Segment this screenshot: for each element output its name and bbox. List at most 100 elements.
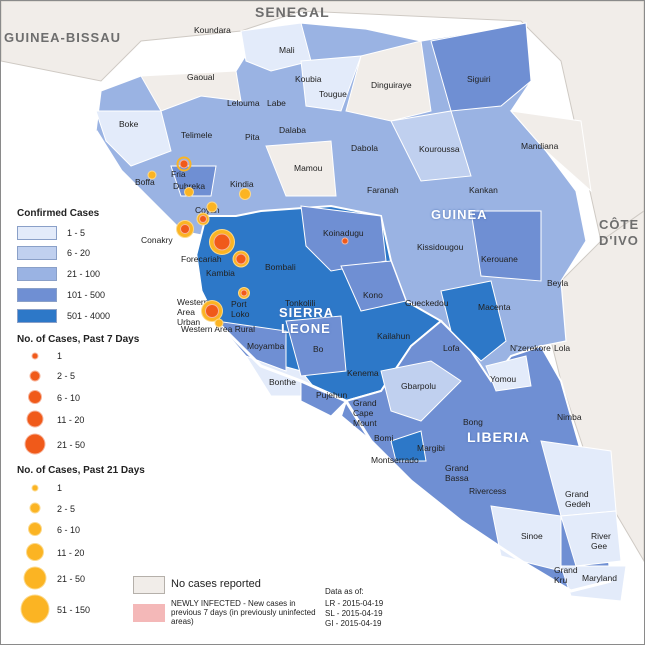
coastline <box>94 130 612 593</box>
legend-label: 1 <box>57 351 63 361</box>
legend-label: 21 - 100 <box>67 269 101 279</box>
legend-label: 11 - 20 <box>57 548 85 558</box>
district-label: Moyamba <box>247 341 285 351</box>
district-label: Western Area Rural <box>181 324 256 334</box>
country-label-senegal: SENEGAL <box>255 4 330 20</box>
region-montserrado <box>390 430 427 462</box>
district-label: Siguiri <box>467 74 491 84</box>
district-label: Bong <box>463 417 483 427</box>
region-mandiana <box>509 110 592 193</box>
district-label: Port Loko <box>231 299 250 319</box>
district-label: Gbarpolu <box>401 381 436 391</box>
data-as-of-line: GI - 2015-04-19 <box>325 619 382 628</box>
legend-label: 51 - 150 <box>57 605 91 615</box>
district-label: Kindia <box>230 179 254 189</box>
region-river-gee <box>560 510 622 567</box>
legend-label: 101 - 500 <box>67 290 106 300</box>
region-mamou <box>265 140 337 197</box>
region-yomou <box>485 355 532 392</box>
district-label: Faranah <box>367 185 399 195</box>
region-kouroussa <box>390 110 472 182</box>
district-label: Montserrado <box>371 455 419 465</box>
district-label: Lola <box>554 343 571 353</box>
legend-dot-21d <box>29 523 41 535</box>
district-label: Yomou <box>490 374 517 384</box>
legend-label: 21 - 50 <box>57 574 86 584</box>
district-label: N'zerekore <box>510 343 551 353</box>
legend-label: 2 - 5 <box>57 504 76 514</box>
legend-confirmed-title: Confirmed Cases <box>17 208 100 219</box>
case-marker-7d <box>206 305 218 317</box>
district-label: Gueckedou <box>405 298 449 308</box>
district-label: Fria <box>171 169 186 179</box>
case-marker-21d <box>185 188 193 196</box>
data-as-of-line: LR - 2015-04-19 <box>325 599 384 608</box>
legend-swatch <box>17 288 57 302</box>
district-label: Tonkolili <box>285 298 316 308</box>
case-marker-7d <box>200 216 206 222</box>
district-label: River Gee <box>591 531 611 551</box>
legend-dot-7d <box>30 371 40 381</box>
district-label: Grand Kru <box>554 565 578 585</box>
district-label: Grand Gedeh <box>565 489 591 509</box>
district-label: Pujehun <box>316 390 348 400</box>
legend-label: 6 - 20 <box>67 248 91 258</box>
district-label: Grand Bassa <box>445 463 469 483</box>
legend-swatch <box>17 246 57 260</box>
country-label-cote-divoire: CÔTE D'IVO <box>599 217 640 248</box>
region-boke <box>95 110 172 167</box>
district-label: Koundara <box>194 25 231 35</box>
case-marker-21d <box>215 319 223 327</box>
district-label: Pita <box>245 132 260 142</box>
case-marker-7d <box>181 225 189 233</box>
legend-label: 1 - 5 <box>67 228 86 238</box>
data-as-of-title: Data as of: <box>325 587 364 596</box>
district-label: Coyah <box>195 205 220 215</box>
legend-swatch <box>17 309 57 323</box>
region-moyamba <box>214 320 287 372</box>
district-label: Gaoual <box>187 72 215 82</box>
district-label: Tougue <box>319 89 347 99</box>
country-label-sierra-leone-1: SIERRA <box>279 305 335 320</box>
legend-dot-21d <box>24 567 46 589</box>
country-label-liberia: LIBERIA <box>467 429 530 445</box>
district-label: Rivercess <box>469 486 507 496</box>
district-label: Maryland <box>582 573 617 583</box>
legend-label: 21 - 50 <box>57 440 86 450</box>
district-label: Kankan <box>469 185 498 195</box>
data-as-of-line: SL - 2015-04-19 <box>325 609 383 618</box>
legend-dot-21d <box>21 595 49 623</box>
district-label: Macenta <box>478 302 511 312</box>
district-label: Bonthe <box>269 377 296 387</box>
case-marker-21d <box>207 202 217 212</box>
legend-past21-title: No. of Cases, Past 21 Days <box>17 465 145 476</box>
legend-no-cases-label: No cases reported <box>171 578 261 590</box>
region-gbarpolu <box>380 360 462 422</box>
region-kono <box>340 260 407 312</box>
district-label: Kerouane <box>481 254 518 264</box>
district-label: Lofa <box>443 343 460 353</box>
district-label: Kambia <box>206 268 235 278</box>
land-neighbors <box>1 1 644 242</box>
district-label: Kailahun <box>377 331 411 341</box>
region-siguiri <box>430 22 532 112</box>
district-label: Grand Cape Mount <box>353 398 377 428</box>
district-label: Sinoe <box>521 531 543 541</box>
district-label: Bo <box>313 344 324 354</box>
legend-dot-7d <box>32 353 38 359</box>
country-label-guinea-bissau: GUINEA-BISSAU <box>4 30 122 45</box>
legend-label: 1 <box>57 483 63 493</box>
case-marker-7d <box>236 254 246 264</box>
case-marker-7d <box>342 238 348 244</box>
district-label: Bombali <box>265 262 296 272</box>
legend-dot-7d <box>25 434 45 454</box>
district-label: Lelouma <box>227 98 260 108</box>
legend-label: 11 - 20 <box>57 415 85 425</box>
case-marker-7d <box>241 290 247 296</box>
legend-dot-7d <box>29 391 41 403</box>
district-label: Nimba <box>557 412 582 422</box>
region-kerouane <box>470 210 542 282</box>
district-label: Boke <box>119 119 139 129</box>
